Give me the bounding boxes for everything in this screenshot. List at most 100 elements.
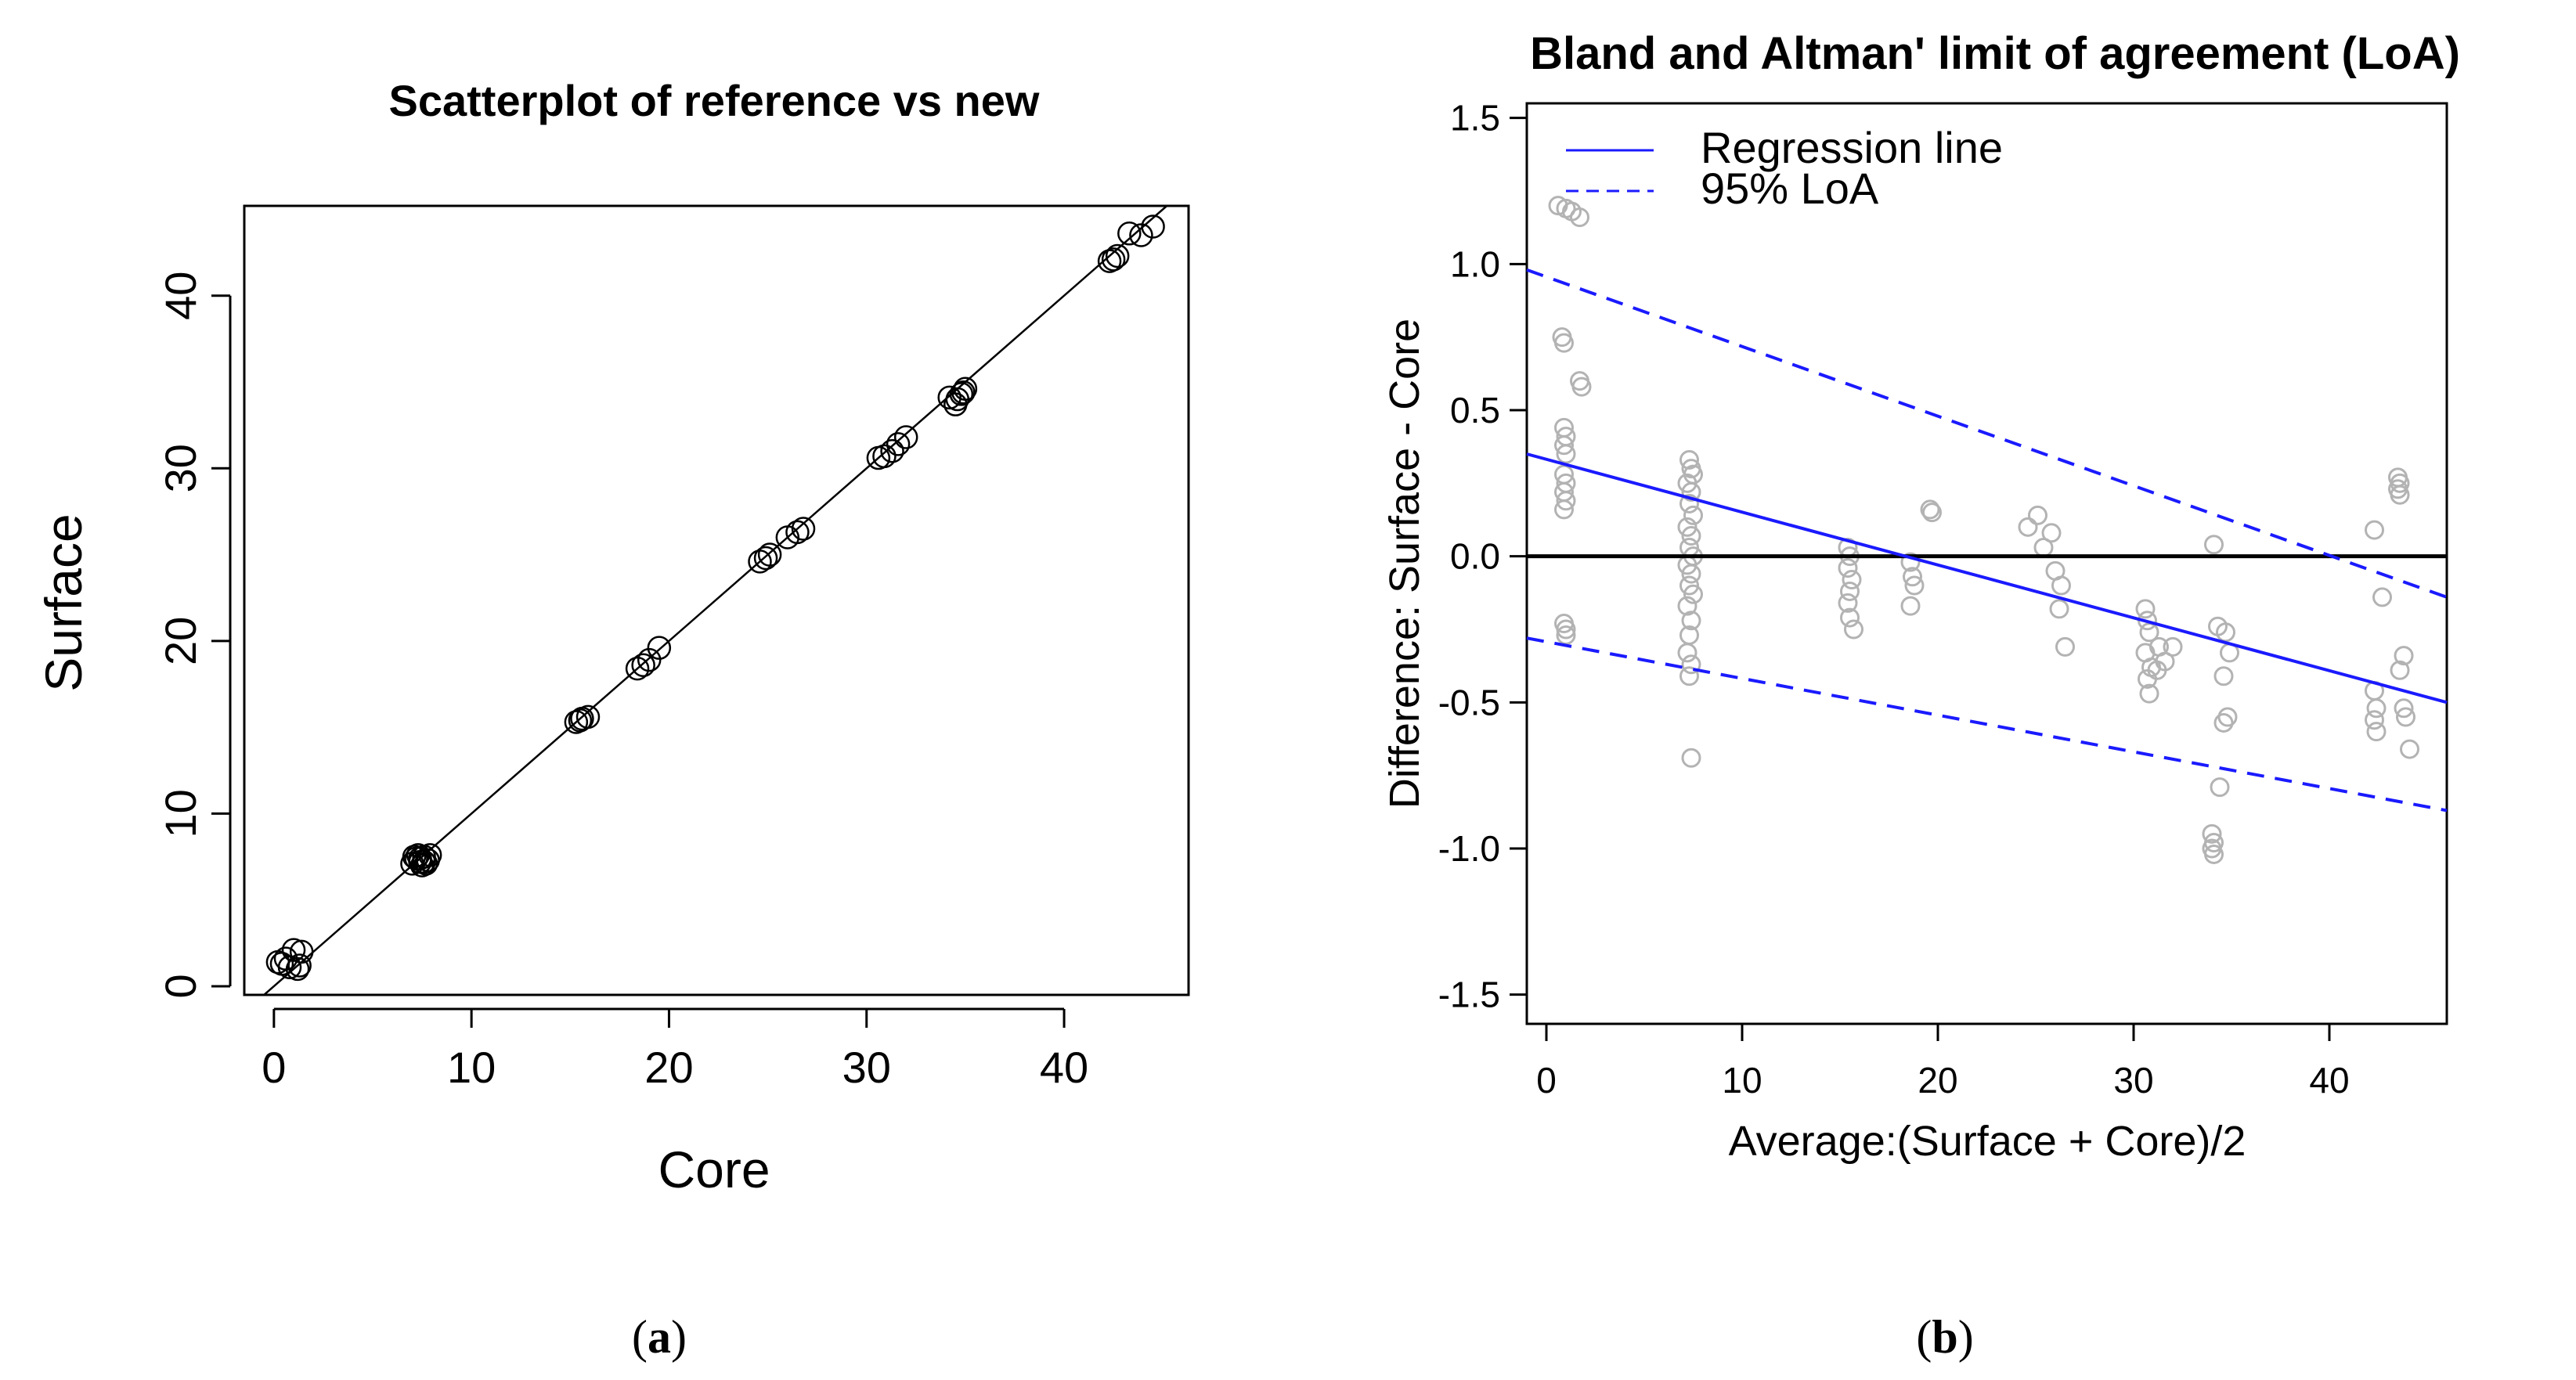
data-point — [1681, 611, 1701, 631]
data-point — [945, 387, 970, 412]
data-point — [2366, 698, 2387, 719]
data-point — [1141, 214, 1165, 239]
x-tick-label: 40 — [2309, 1060, 2349, 1101]
y-tick-label: 10 — [156, 789, 205, 838]
data-point — [289, 939, 314, 964]
data-point — [285, 957, 310, 982]
data-point — [1677, 473, 1697, 493]
data-point — [1681, 748, 1701, 768]
data-point — [631, 653, 655, 677]
data-point — [753, 546, 778, 571]
x-axis-label: Average:(Surface + Core)/2 — [1729, 1118, 2246, 1165]
data-point — [1679, 575, 1699, 596]
x-tick-label: 10 — [1722, 1060, 1762, 1101]
x-tick-label: 0 — [1536, 1060, 1557, 1101]
data-point — [949, 382, 974, 406]
data-point — [886, 432, 911, 456]
data-point — [1117, 222, 1142, 246]
data-point — [287, 953, 312, 978]
data-point — [1129, 223, 1153, 247]
data-point — [2213, 666, 2234, 686]
legend-label-loa: 95% LoA — [1701, 164, 1879, 213]
data-point — [880, 438, 904, 463]
data-point — [893, 425, 918, 449]
data-point — [2033, 537, 2054, 557]
data-point — [785, 520, 810, 545]
upper-loa-line — [1526, 268, 2448, 599]
x-axis: 0 10 20 30 40 — [1536, 1024, 2350, 1101]
y-axis-label: Surface — [34, 513, 92, 691]
x-tick-label: 30 — [2113, 1060, 2153, 1101]
data-point — [1838, 593, 1858, 613]
data-point — [1677, 517, 1697, 537]
data-point — [2163, 636, 2183, 657]
identity-line — [263, 205, 1168, 996]
y-tick-label: 1.0 — [1450, 243, 1500, 284]
data-point — [1554, 333, 1574, 353]
data-point — [1570, 207, 1589, 228]
data-point — [2139, 683, 2159, 704]
data-point — [937, 385, 961, 410]
data-point — [1681, 482, 1701, 503]
x-tick-label: 30 — [842, 1043, 891, 1092]
plot-frame — [1525, 102, 2448, 1025]
data-point — [1556, 619, 1576, 640]
y-tick-label: -1.0 — [1438, 828, 1500, 869]
data-point — [2400, 739, 2419, 759]
y-axis: -1.5 -1.0 -0.5 0.0 0.5 1.0 1.5 — [1438, 98, 1527, 1015]
data-point — [1842, 570, 1862, 590]
data-point — [1677, 596, 1697, 616]
data-point — [281, 938, 306, 962]
data-point — [1904, 575, 1925, 596]
scatter-panel: Scatterplot of reference vs new 0 10 20 30 4… — [34, 76, 1190, 1363]
data-point — [1105, 243, 1130, 268]
y-axis: 0 10 20 30 40 — [156, 272, 232, 999]
x-axis: 0 10 20 30 40 — [262, 1007, 1088, 1092]
data-point — [1679, 449, 1699, 470]
data-point — [2396, 707, 2415, 727]
data-point — [2365, 710, 2384, 730]
data-point — [1554, 435, 1574, 456]
y-tick-label: -0.5 — [1438, 682, 1500, 722]
data-point — [2216, 622, 2235, 643]
data-point — [1920, 499, 1940, 520]
data-point — [417, 843, 442, 867]
y-tick-label: 30 — [156, 444, 205, 492]
data-point — [1683, 505, 1703, 525]
data-point — [2204, 844, 2224, 864]
bland-altman-panel: Bland and Altman' limit of agreement (Lo… — [1381, 28, 2460, 1363]
data-point — [1840, 607, 1860, 628]
data-point — [408, 846, 432, 871]
x-axis-label: Core — [658, 1140, 770, 1198]
legend-label-regression: Regression line — [1701, 123, 2003, 172]
y-axis-label: Difference: Surface - Core — [1381, 319, 1428, 809]
data-point — [1556, 625, 1576, 645]
data-point — [1571, 377, 1592, 397]
plot-frame — [243, 204, 1190, 996]
data-point — [2372, 587, 2392, 607]
reference-lines-group — [1526, 268, 2448, 813]
y-tick-label: -1.5 — [1438, 975, 1500, 1015]
data-point — [2213, 712, 2234, 733]
data-point — [2394, 698, 2414, 719]
data-point — [1922, 503, 1942, 523]
data-point — [951, 380, 976, 405]
data-point — [2051, 575, 2071, 596]
points-group — [265, 214, 1165, 982]
data-point — [1554, 499, 1574, 520]
panel-label-b: (b) — [1916, 1311, 1973, 1363]
data-point — [269, 952, 294, 976]
data-point — [2366, 722, 2387, 742]
x-tick-label: 20 — [644, 1043, 693, 1092]
data-point — [757, 542, 782, 567]
x-tick-label: 10 — [447, 1043, 496, 1092]
data-point — [2202, 823, 2222, 844]
data-point — [791, 517, 816, 541]
y-tick-label: 1.5 — [1450, 98, 1500, 139]
data-point — [2135, 599, 2156, 619]
data-point — [1681, 654, 1701, 675]
x-tick-label: 0 — [262, 1043, 286, 1092]
x-tick-label: 20 — [1918, 1060, 1957, 1101]
data-point — [412, 849, 436, 874]
data-point — [2055, 636, 2075, 657]
